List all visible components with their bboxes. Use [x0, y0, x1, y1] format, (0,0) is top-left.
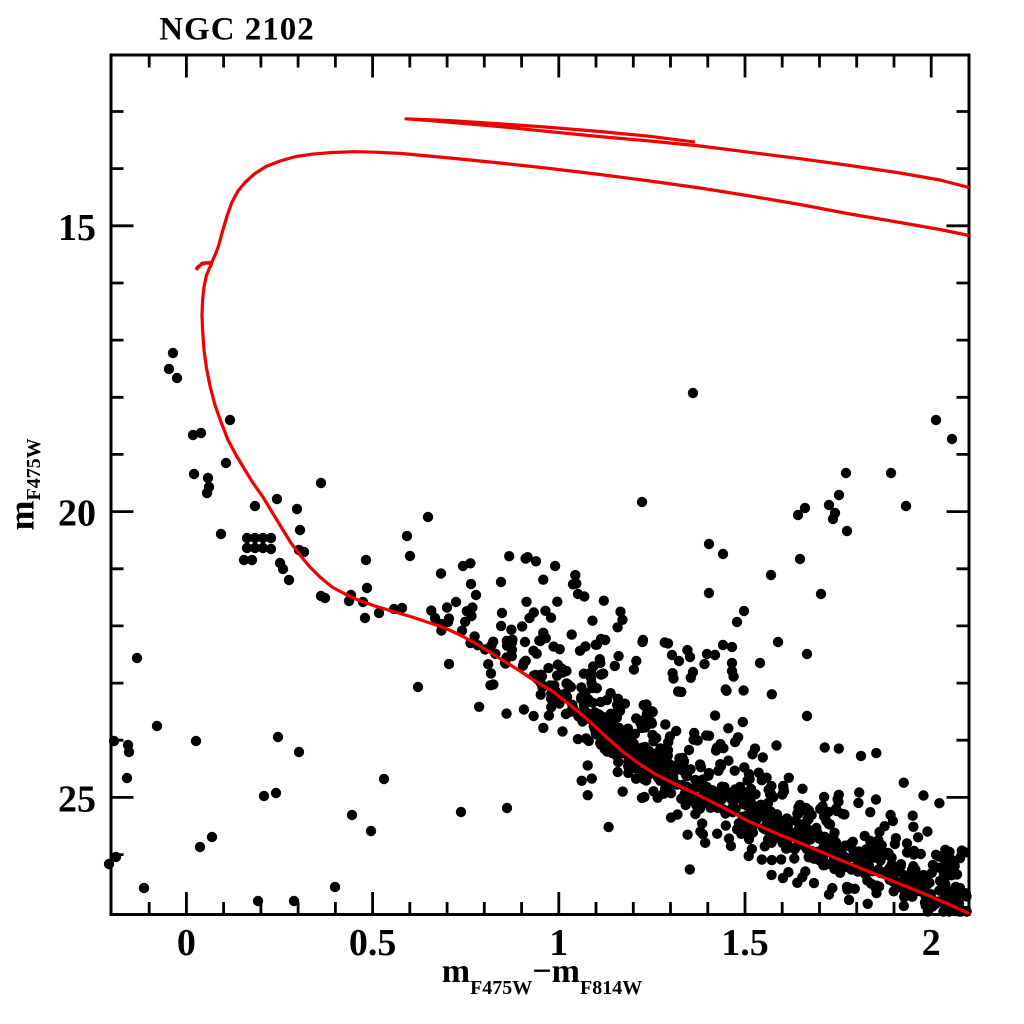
svg-text:15: 15 — [58, 207, 96, 249]
svg-text:2: 2 — [922, 922, 941, 964]
svg-text:1: 1 — [549, 922, 568, 964]
svg-text:20: 20 — [58, 493, 96, 535]
svg-text:0.5: 0.5 — [349, 922, 397, 964]
svg-text:0: 0 — [177, 922, 196, 964]
svg-text:1.5: 1.5 — [721, 922, 769, 964]
svg-text:NGC 2102: NGC 2102 — [159, 12, 315, 48]
svg-text:25: 25 — [58, 778, 96, 820]
